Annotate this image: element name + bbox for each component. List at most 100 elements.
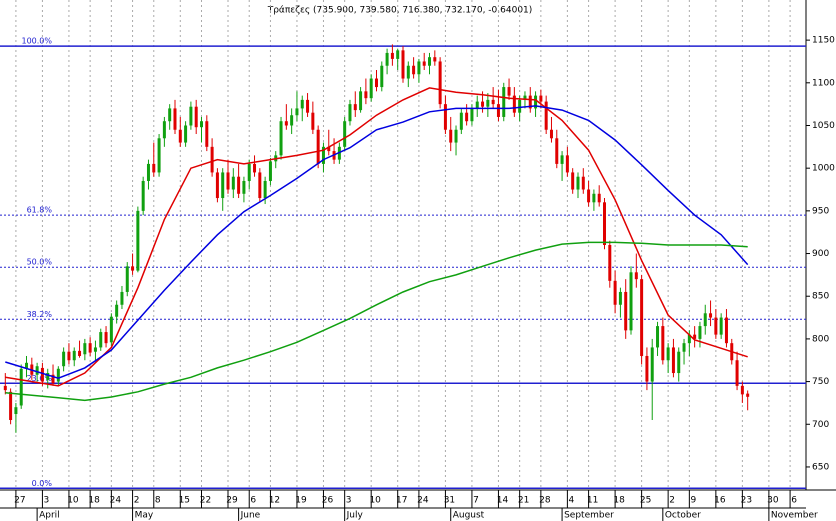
candle-body	[555, 138, 559, 164]
candle-body	[417, 61, 421, 75]
candle-body	[115, 304, 119, 317]
candle-body	[247, 163, 251, 181]
candle-body	[184, 125, 188, 143]
candle-body	[587, 189, 591, 203]
candle-body	[603, 202, 606, 245]
candle-body	[698, 326, 702, 339]
candle-body	[613, 280, 617, 305]
candle-body	[608, 245, 612, 281]
candle-body	[666, 347, 670, 361]
month-label: November	[771, 511, 818, 521]
candle-body	[406, 65, 410, 79]
fib-label: 100.0%	[21, 37, 52, 46]
x-tick-label: 3	[44, 496, 50, 506]
candle-body	[544, 101, 548, 130]
candle-body	[215, 172, 219, 199]
x-tick-label: 24	[417, 496, 429, 506]
moving-average	[5, 105, 749, 379]
candle-body	[67, 351, 71, 361]
month-label: June	[240, 511, 261, 521]
candle-body	[3, 385, 7, 391]
candle-body	[93, 347, 97, 352]
candle-body	[640, 279, 644, 356]
x-tick-label: 6	[250, 496, 256, 506]
candle-body	[677, 351, 681, 374]
candle-body	[634, 272, 638, 280]
candle-body	[624, 291, 628, 331]
x-tick-label: 27	[14, 496, 25, 506]
candle-body	[401, 50, 405, 79]
candle-body	[714, 317, 718, 335]
y-tick-label: 800	[812, 334, 829, 344]
candle-body	[343, 121, 347, 147]
candle-body	[226, 172, 230, 190]
candle-body	[290, 115, 294, 126]
candle-body	[104, 332, 108, 344]
x-tick-label: 22	[200, 496, 211, 506]
y-tick-label: 750	[812, 377, 829, 387]
y-tick-label: 900	[812, 249, 829, 259]
candle-body	[205, 121, 209, 147]
x-tick-label: 31	[444, 496, 455, 506]
candle-body	[449, 129, 453, 143]
candle-body	[88, 343, 92, 353]
candle-body	[428, 57, 432, 66]
fib-label: 38.2%	[27, 310, 53, 319]
x-tick-label: 16	[714, 496, 726, 506]
candle-body	[56, 368, 60, 382]
candle-body	[120, 291, 124, 305]
candle-body	[746, 393, 750, 397]
x-tick-label: 4	[569, 496, 575, 506]
candle-body	[581, 176, 585, 190]
candle-body	[300, 99, 304, 109]
candle-body	[321, 146, 325, 164]
candle-body	[592, 193, 596, 203]
x-tick-label: 7	[473, 496, 479, 506]
candle-body	[19, 368, 23, 406]
candle-body	[512, 95, 516, 113]
candle-body	[539, 95, 543, 102]
month-label: October	[665, 511, 701, 521]
x-tick-label: 15	[179, 496, 190, 506]
month-label: August	[453, 511, 485, 521]
candle-body	[99, 332, 103, 348]
x-tick-label: 19	[295, 496, 307, 506]
candle-body	[565, 155, 569, 173]
candle-body	[661, 326, 665, 361]
moving-average	[5, 241, 748, 402]
candle-body	[40, 367, 44, 382]
x-tick-label: 10	[67, 496, 79, 506]
candle-body	[157, 138, 161, 173]
candle-body	[528, 95, 532, 109]
month-label: April	[39, 511, 60, 521]
x-tick-label: 3	[346, 496, 352, 506]
candle-body	[369, 78, 373, 99]
candle-body	[194, 106, 198, 128]
y-tick-label: 1150	[812, 36, 835, 46]
fib-label: 61.8%	[27, 206, 53, 215]
candle-body	[560, 155, 564, 164]
candle-body	[390, 52, 394, 59]
candle-body	[576, 176, 580, 190]
candle-body	[656, 326, 660, 348]
candle-body	[374, 78, 378, 88]
candle-body	[46, 373, 50, 380]
candle-body	[502, 87, 506, 117]
candle-body	[200, 121, 203, 128]
candle-body	[703, 313, 707, 327]
candle-body	[189, 106, 193, 126]
candle-body	[671, 347, 675, 374]
candle-body	[348, 104, 352, 122]
candle-body	[385, 52, 389, 66]
candle-body	[359, 91, 363, 111]
candle-body	[258, 172, 262, 199]
candle-body	[433, 57, 437, 62]
candle-body	[693, 334, 697, 339]
candle-body	[141, 180, 145, 211]
candle-body	[422, 61, 426, 66]
candle-body	[523, 95, 527, 100]
x-tick-label: 2	[134, 496, 140, 506]
candle-body	[353, 104, 357, 111]
